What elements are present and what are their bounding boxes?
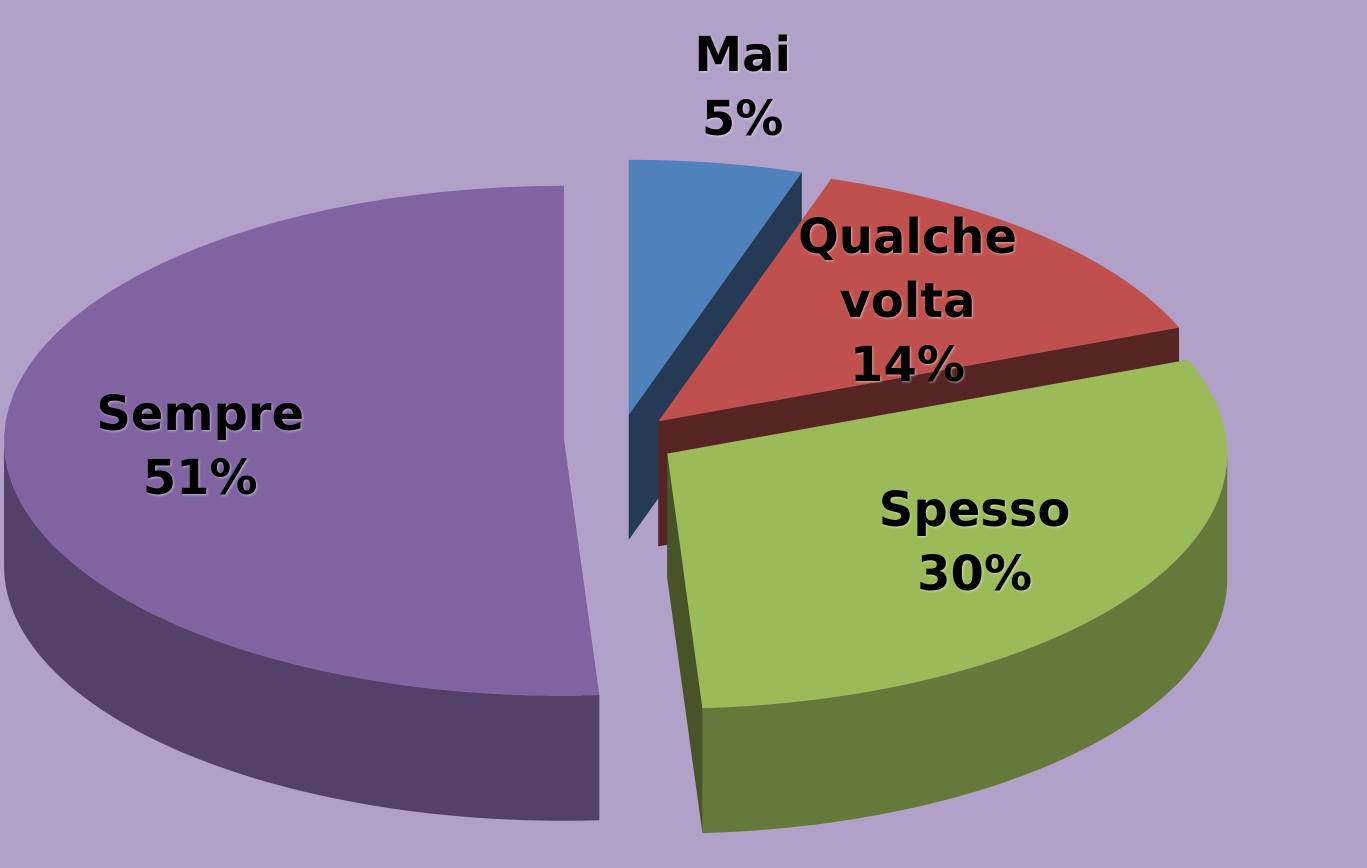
value-label: 30% (840, 542, 1110, 606)
value-label: 5% (608, 87, 878, 151)
category-label: Sempre (65, 382, 335, 446)
value-label: 51% (65, 446, 335, 510)
page: (() => { const data = JSON.parse(documen… (0, 0, 1367, 868)
category-label: Qualche volta (773, 205, 1043, 333)
category-label: Spesso (840, 478, 1110, 542)
category-label: Mai (608, 23, 878, 87)
value-label: 14% (773, 333, 1043, 397)
